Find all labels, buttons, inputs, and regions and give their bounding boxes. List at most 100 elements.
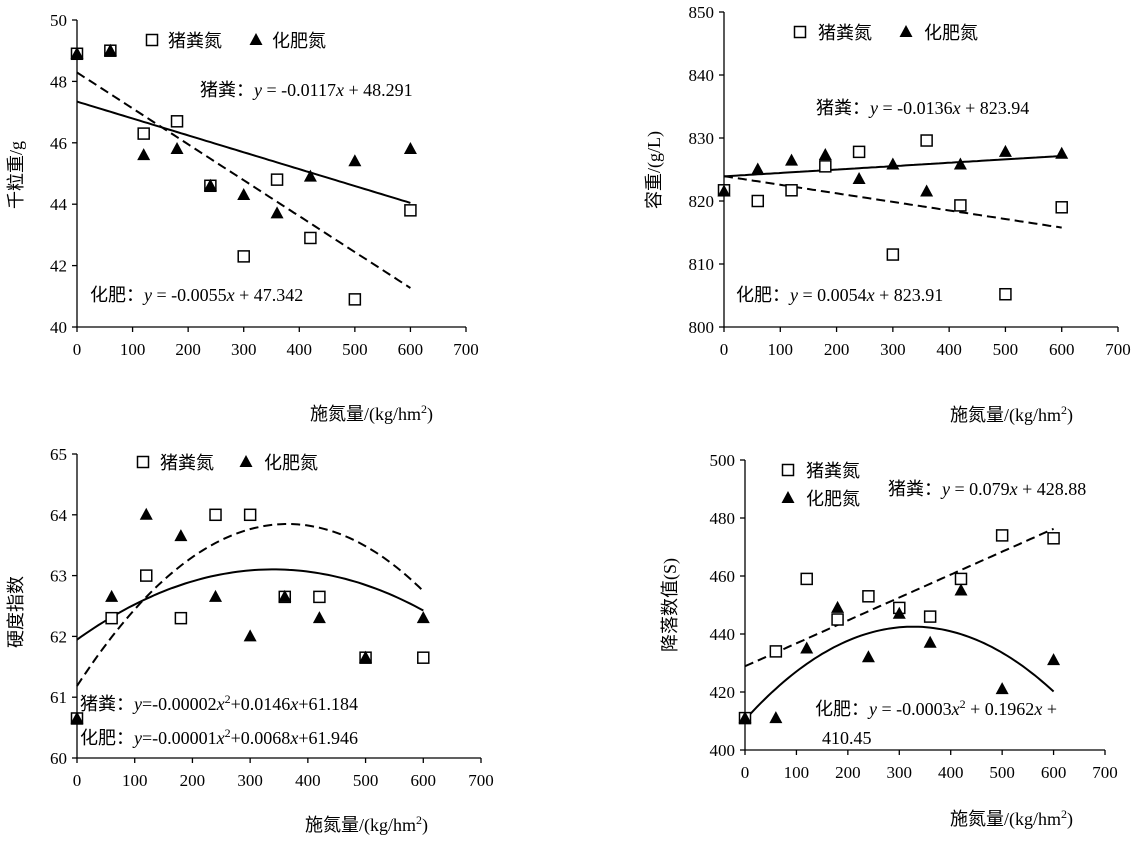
fit-line-dashed bbox=[76, 523, 425, 687]
y-axis-title: 硬度指数 bbox=[6, 576, 26, 648]
point-pig-manure-n bbox=[404, 204, 417, 217]
y-tick-label: 44 bbox=[50, 195, 68, 214]
point-fertilizer-n bbox=[717, 184, 731, 197]
point-fertilizer-n bbox=[954, 583, 968, 596]
chart-panel-volume: 0 100 200 300 400 500 600 700 800 810 820 830 840 850… bbox=[644, 3, 1131, 426]
x-tick-label: 100 bbox=[122, 771, 148, 790]
fit-line-solid bbox=[76, 100, 411, 204]
x-tick-label: 0 bbox=[73, 340, 82, 359]
point-pig-manure-n bbox=[751, 194, 765, 208]
point-fertilizer-n bbox=[800, 641, 814, 654]
x-tick-label: 700 bbox=[1092, 763, 1118, 782]
point-pig-manure-n bbox=[920, 134, 933, 147]
point-fertilizer-n bbox=[170, 141, 184, 154]
y-axis-title: 降落数值(S) bbox=[660, 558, 681, 652]
x-tick-label: 400 bbox=[287, 340, 313, 359]
y-tick-label: 65 bbox=[50, 445, 67, 464]
y-tick-label: 64 bbox=[50, 506, 68, 525]
point-pig-manure-n bbox=[417, 651, 430, 664]
regression-equation-tkw-1: 化肥：y = -0.0055x + 47.342 bbox=[90, 285, 303, 305]
y-tick-label: 850 bbox=[689, 3, 715, 22]
point-pig-manure-n bbox=[954, 572, 968, 586]
x-tick-label: 100 bbox=[784, 763, 810, 782]
fit-line-solid bbox=[744, 625, 1055, 721]
point-pig-manure-n bbox=[852, 145, 866, 159]
y-tick-label: 60 bbox=[50, 749, 67, 768]
point-fertilizer-n bbox=[278, 589, 292, 602]
x-tick-label: 500 bbox=[989, 763, 1015, 782]
point-fertilizer-n bbox=[923, 635, 937, 648]
point-fertilizer-n bbox=[886, 157, 900, 170]
legend-triangle-marker bbox=[899, 25, 913, 37]
legend-label-fertilizer: 化肥氮 bbox=[264, 453, 318, 473]
regression-equation-volume-1: 化肥：y = 0.0054x + 823.91 bbox=[736, 285, 943, 305]
point-pig-manure-n bbox=[886, 248, 900, 261]
point-pig-manure-n bbox=[174, 611, 188, 625]
point-fertilizer-n bbox=[998, 144, 1012, 157]
point-fertilizer-n bbox=[403, 141, 417, 154]
legend-label-pig-manure: 猪粪氮 bbox=[806, 461, 860, 481]
x-tick-label: 300 bbox=[880, 340, 906, 359]
x-axis-title: 施氮量/(kg/hm2) bbox=[310, 402, 433, 425]
point-fertilizer-n bbox=[751, 162, 765, 175]
point-fertilizer-n bbox=[995, 682, 1009, 695]
legend-label-pig-manure: 猪粪氮 bbox=[168, 31, 222, 51]
point-fertilizer-n bbox=[105, 589, 119, 602]
fit-line-solid bbox=[76, 568, 424, 641]
point-fertilizer-n bbox=[1055, 146, 1069, 159]
y-tick-label: 840 bbox=[689, 66, 715, 85]
regression-equation-volume-0: 猪粪：y = -0.0136x + 823.94 bbox=[816, 98, 1029, 118]
x-axis-title: 施氮量/(kg/hm2) bbox=[305, 813, 428, 836]
point-fertilizer-n bbox=[861, 650, 875, 663]
fit-line-dashed bbox=[723, 175, 1062, 229]
legend-label-fertilizer: 化肥氮 bbox=[806, 489, 860, 509]
point-fertilizer-n bbox=[738, 711, 752, 724]
point-fertilizer-n bbox=[270, 206, 284, 219]
x-tick-label: 500 bbox=[353, 771, 379, 790]
legend-square-marker bbox=[136, 455, 150, 469]
x-tick-label: 200 bbox=[824, 340, 850, 359]
x-tick-label: 300 bbox=[237, 771, 263, 790]
y-tick-label: 40 bbox=[50, 318, 67, 337]
point-fertilizer-n bbox=[312, 611, 326, 624]
x-tick-label: 700 bbox=[468, 771, 494, 790]
x-tick-label: 400 bbox=[938, 763, 964, 782]
point-fertilizer-n bbox=[243, 629, 257, 642]
axes bbox=[723, 12, 1118, 328]
x-tick-label: 200 bbox=[180, 771, 206, 790]
legend-triangle-marker bbox=[249, 33, 263, 45]
x-tick-label: 300 bbox=[887, 763, 913, 782]
point-pig-manure-n bbox=[105, 611, 118, 625]
x-tick-label: 400 bbox=[295, 771, 321, 790]
point-pig-manure-n bbox=[995, 529, 1009, 542]
x-tick-label: 300 bbox=[231, 340, 257, 359]
x-tick-label: 600 bbox=[1049, 340, 1075, 359]
y-tick-label: 62 bbox=[50, 627, 67, 646]
point-pig-manure-n bbox=[348, 293, 362, 306]
point-fertilizer-n bbox=[818, 148, 832, 161]
legend-label-fertilizer: 化肥氮 bbox=[924, 23, 978, 43]
legend-square-marker bbox=[793, 25, 807, 39]
chart-panel-hardness: 0 100 200 300 400 500 600 700 60 61 62 63 64 65 猪粪氮 化肥氮… bbox=[6, 445, 494, 836]
point-pig-manure-n bbox=[209, 508, 222, 522]
x-tick-label: 500 bbox=[993, 340, 1019, 359]
point-fertilizer-n bbox=[103, 43, 117, 56]
y-axis-title: 千粒重/g bbox=[6, 141, 26, 209]
x-tick-label: 600 bbox=[1041, 763, 1067, 782]
x-axis-title: 施氮量/(kg/hm2) bbox=[950, 807, 1073, 830]
point-fertilizer-n bbox=[237, 187, 251, 200]
legend-label-pig-manure: 猪粪氮 bbox=[160, 453, 214, 473]
x-tick-label: 0 bbox=[720, 340, 729, 359]
y-tick-label: 820 bbox=[689, 192, 715, 211]
y-tick-label: 42 bbox=[50, 257, 67, 276]
regression-equation-hardness-1: 化肥：y=-0.00001x2+0.0068x+61.946 bbox=[80, 726, 358, 748]
legend-square-marker bbox=[145, 33, 159, 47]
point-pig-manure-n bbox=[999, 287, 1012, 301]
y-tick-label: 46 bbox=[50, 134, 67, 153]
y-tick-label: 480 bbox=[710, 509, 736, 528]
point-fertilizer-n bbox=[1047, 653, 1061, 666]
x-tick-label: 100 bbox=[768, 340, 794, 359]
point-pig-manure-n bbox=[243, 508, 257, 522]
y-tick-label: 800 bbox=[689, 318, 715, 337]
